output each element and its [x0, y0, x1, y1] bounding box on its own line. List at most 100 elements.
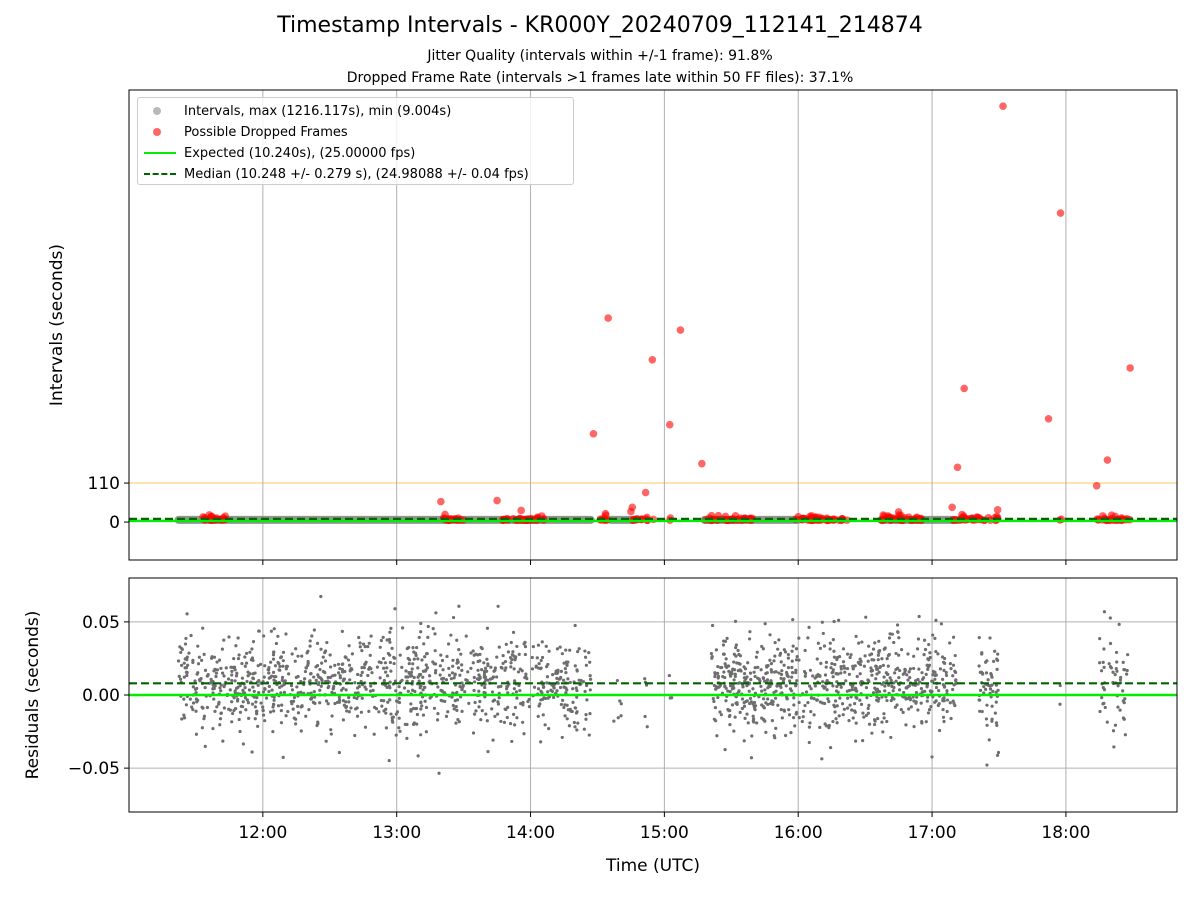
- residual-point: [885, 719, 889, 724]
- residual-point: [823, 685, 827, 689]
- residual-point: [341, 718, 345, 722]
- residual-point: [423, 655, 427, 659]
- residual-point: [309, 697, 313, 701]
- residual-point: [864, 686, 869, 690]
- residual-point: [619, 714, 623, 718]
- residual-point: [1111, 670, 1115, 674]
- residual-point: [279, 721, 284, 725]
- residual-point: [1058, 702, 1062, 706]
- residual-point: [667, 673, 671, 678]
- residual-point: [857, 661, 861, 666]
- residual-point: [914, 691, 919, 695]
- residual-point: [861, 738, 865, 743]
- residual-point: [743, 716, 747, 720]
- residual-point: [478, 699, 482, 704]
- residual-point: [400, 626, 405, 630]
- residual-point: [415, 722, 419, 726]
- residual-point: [350, 652, 355, 656]
- residual-point: [363, 662, 368, 666]
- residual-point: [716, 664, 720, 669]
- residual-point: [409, 674, 414, 678]
- residual-point: [299, 705, 303, 709]
- residual-point: [802, 669, 807, 674]
- residual-point: [870, 673, 874, 677]
- residual-point: [872, 718, 877, 722]
- residual-point: [883, 684, 887, 688]
- residual-point: [808, 684, 812, 688]
- residual-point: [290, 688, 295, 692]
- residual-point: [484, 712, 488, 716]
- residual-point: [978, 698, 982, 702]
- residual-point: [737, 652, 741, 657]
- residual-point: [214, 671, 219, 675]
- residual-point: [319, 594, 323, 599]
- residual-point: [990, 704, 994, 708]
- residual-point: [222, 638, 226, 642]
- residual-point: [503, 668, 507, 672]
- residual-point: [360, 666, 364, 670]
- residual-point: [284, 632, 288, 636]
- residual-point: [515, 696, 519, 700]
- residual-point: [851, 664, 855, 668]
- residual-point: [253, 671, 257, 675]
- residual-point: [194, 690, 198, 695]
- residual-point: [1108, 641, 1113, 646]
- residual-point: [411, 706, 416, 711]
- residual-point: [822, 644, 827, 648]
- residual-point: [202, 652, 206, 657]
- residual-point: [217, 658, 222, 662]
- residual-point: [885, 672, 889, 676]
- residual-point: [751, 717, 756, 721]
- residual-point: [246, 670, 250, 674]
- residual-point: [532, 685, 537, 689]
- residual-point: [937, 689, 941, 693]
- residual-point: [840, 702, 845, 706]
- residual-point: [440, 658, 445, 663]
- residual-point: [834, 717, 838, 721]
- residual-point: [728, 722, 732, 727]
- residual-point: [619, 702, 623, 706]
- residual-point: [178, 677, 183, 681]
- residual-point: [713, 706, 718, 710]
- residual-point: [849, 653, 853, 657]
- residual-point: [927, 708, 932, 712]
- residual-point: [302, 677, 307, 681]
- residual-point: [982, 691, 986, 695]
- residual-point: [574, 686, 578, 690]
- residual-point: [318, 688, 322, 692]
- residual-point: [457, 720, 461, 724]
- residual-point: [945, 689, 949, 693]
- residual-point: [455, 708, 459, 712]
- residual-point: [237, 717, 241, 722]
- residual-point: [337, 750, 341, 755]
- residual-point: [1117, 622, 1121, 626]
- residual-point: [564, 691, 568, 695]
- residual-point: [187, 651, 191, 655]
- residual-point: [523, 675, 527, 680]
- residual-point: [835, 657, 839, 662]
- residual-point: [853, 709, 857, 713]
- dropped-frame-point: [953, 463, 962, 472]
- residual-point: [924, 720, 928, 724]
- residual-point: [321, 669, 325, 674]
- residual-point: [877, 670, 881, 674]
- residual-point: [730, 703, 735, 707]
- residual-point: [324, 699, 329, 703]
- residual-point: [1122, 668, 1126, 672]
- residual-point: [560, 652, 564, 656]
- residual-point: [589, 677, 593, 681]
- residual-point: [294, 647, 298, 651]
- residual-point: [233, 689, 237, 693]
- residual-point: [421, 688, 425, 692]
- residual-point: [414, 706, 419, 711]
- dropped-frame-point: [1044, 414, 1053, 423]
- residual-point: [458, 685, 462, 689]
- residual-point: [294, 722, 298, 726]
- residual-point: [419, 707, 423, 711]
- residual-point: [312, 628, 316, 632]
- residual-point: [241, 742, 246, 746]
- residual-point: [326, 685, 330, 690]
- residual-point: [876, 653, 880, 657]
- residual-point: [276, 634, 280, 638]
- legend-label-expected: Expected (10.240s), (25.00000 fps): [184, 145, 416, 161]
